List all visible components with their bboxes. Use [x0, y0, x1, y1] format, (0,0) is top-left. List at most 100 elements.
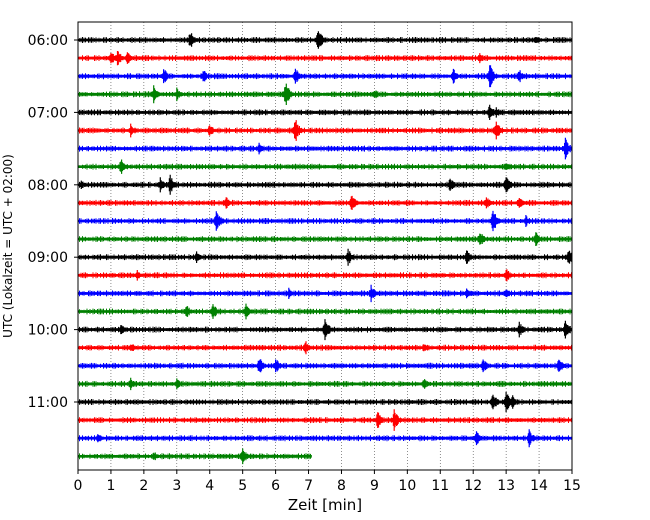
trace-event: [253, 359, 271, 373]
trace-event: [523, 429, 541, 448]
x-tick-label: 0: [74, 478, 83, 494]
trace-event: [474, 233, 492, 245]
x-tick-label: 10: [398, 478, 416, 494]
trace-event: [500, 177, 518, 193]
y-tick-label: 06:00: [28, 33, 68, 49]
trace-event: [125, 123, 143, 138]
trace-event: [197, 71, 215, 82]
trace-event: [388, 409, 406, 431]
trace-event: [299, 341, 317, 355]
x-tick-label: 7: [304, 478, 313, 494]
trace-event: [418, 344, 436, 352]
x-tick-label: 9: [370, 478, 379, 494]
trace-event: [270, 359, 288, 373]
trace-event: [210, 211, 229, 231]
trace-event: [171, 378, 189, 390]
trace-event: [237, 448, 255, 465]
x-tick-label: 11: [431, 478, 449, 494]
x-tick-label: 3: [172, 478, 181, 494]
trace-event: [490, 121, 509, 140]
trace-event: [553, 359, 571, 372]
trace-event: [345, 195, 364, 210]
trace-event: [191, 251, 209, 263]
trace-event: [487, 210, 505, 232]
y-axis-label: UTC (Lokalzeit = UTC + 02:00): [1, 154, 15, 338]
trace-event: [507, 395, 525, 409]
x-axis-label: Zeit [min]: [288, 496, 362, 514]
trace-event: [513, 321, 532, 338]
trace-event: [513, 70, 532, 83]
y-tick-label: 11:00: [28, 395, 68, 411]
trace-event: [474, 53, 492, 64]
trace-event: [500, 269, 518, 282]
trace-event: [319, 319, 337, 341]
trace-event: [280, 83, 298, 105]
plot-frame: [77, 21, 573, 471]
trace-event: [253, 142, 271, 155]
trace-event: [240, 303, 258, 320]
trace-event: [365, 284, 383, 303]
y-tick-label: 07:00: [28, 105, 68, 121]
trace-event: [122, 52, 140, 64]
trace-event: [342, 248, 360, 266]
trace-event: [115, 159, 133, 174]
trace-event: [372, 412, 390, 428]
trace-event: [164, 174, 182, 195]
trace-event: [461, 288, 479, 299]
x-tick-label: 15: [563, 478, 581, 494]
trace-event: [520, 215, 538, 227]
y-axis: 06:00 07:00 08:00 09:00 10:00 11:00: [28, 33, 78, 411]
seismogram-traces: [75, 31, 573, 465]
trace-event: [461, 250, 479, 264]
trace-event: [313, 31, 331, 49]
x-tick-label: 6: [271, 478, 280, 494]
trace-event: [530, 232, 548, 246]
trace-event: [207, 304, 225, 319]
trace-event: [471, 431, 489, 446]
trace-event: [560, 320, 573, 339]
trace-event: [560, 137, 573, 160]
trace-event: [125, 344, 143, 351]
trace-event: [283, 287, 301, 299]
trace-event: [181, 306, 199, 317]
trace-event: [220, 197, 238, 209]
trace-event: [418, 379, 436, 389]
trace-event: [131, 270, 150, 281]
trace-event: [563, 250, 573, 264]
trace-event: [148, 452, 166, 461]
trace-event: [184, 33, 202, 47]
trace-event: [148, 85, 166, 104]
trace-event: [92, 434, 110, 443]
trace-event: [448, 68, 466, 84]
x-axis: 0 1 2 3 4 5 6 7 8 9 10 11 12 13 14 15: [74, 470, 581, 494]
x-tick-label: 5: [238, 478, 247, 494]
trace-event: [115, 325, 133, 335]
trace-event: [171, 87, 189, 102]
trace-event: [500, 163, 518, 170]
trace-event: [125, 377, 143, 391]
x-tick-label: 13: [497, 478, 515, 494]
trace-event: [290, 120, 308, 141]
y-tick-label: 10:00: [28, 323, 68, 339]
x-tick-label: 1: [106, 478, 115, 494]
x-tick-label: 12: [464, 478, 482, 494]
trace-event: [484, 65, 502, 88]
trace-event: [204, 125, 222, 136]
x-tick-label: 4: [205, 478, 214, 494]
x-tick-label: 8: [337, 478, 346, 494]
x-tick-label: 2: [139, 478, 148, 494]
trace-event: [513, 198, 532, 208]
trace-event: [477, 359, 495, 373]
trace-event: [500, 289, 518, 298]
x-tick-label: 14: [530, 478, 548, 494]
y-tick-label: 08:00: [28, 178, 68, 194]
trace-event: [158, 69, 176, 84]
trace-event: [369, 90, 387, 99]
trace-event: [290, 68, 308, 84]
y-tick-label: 09:00: [28, 250, 68, 266]
trace-event: [530, 37, 548, 43]
trace-event: [444, 178, 462, 191]
trace-event: [490, 107, 509, 118]
